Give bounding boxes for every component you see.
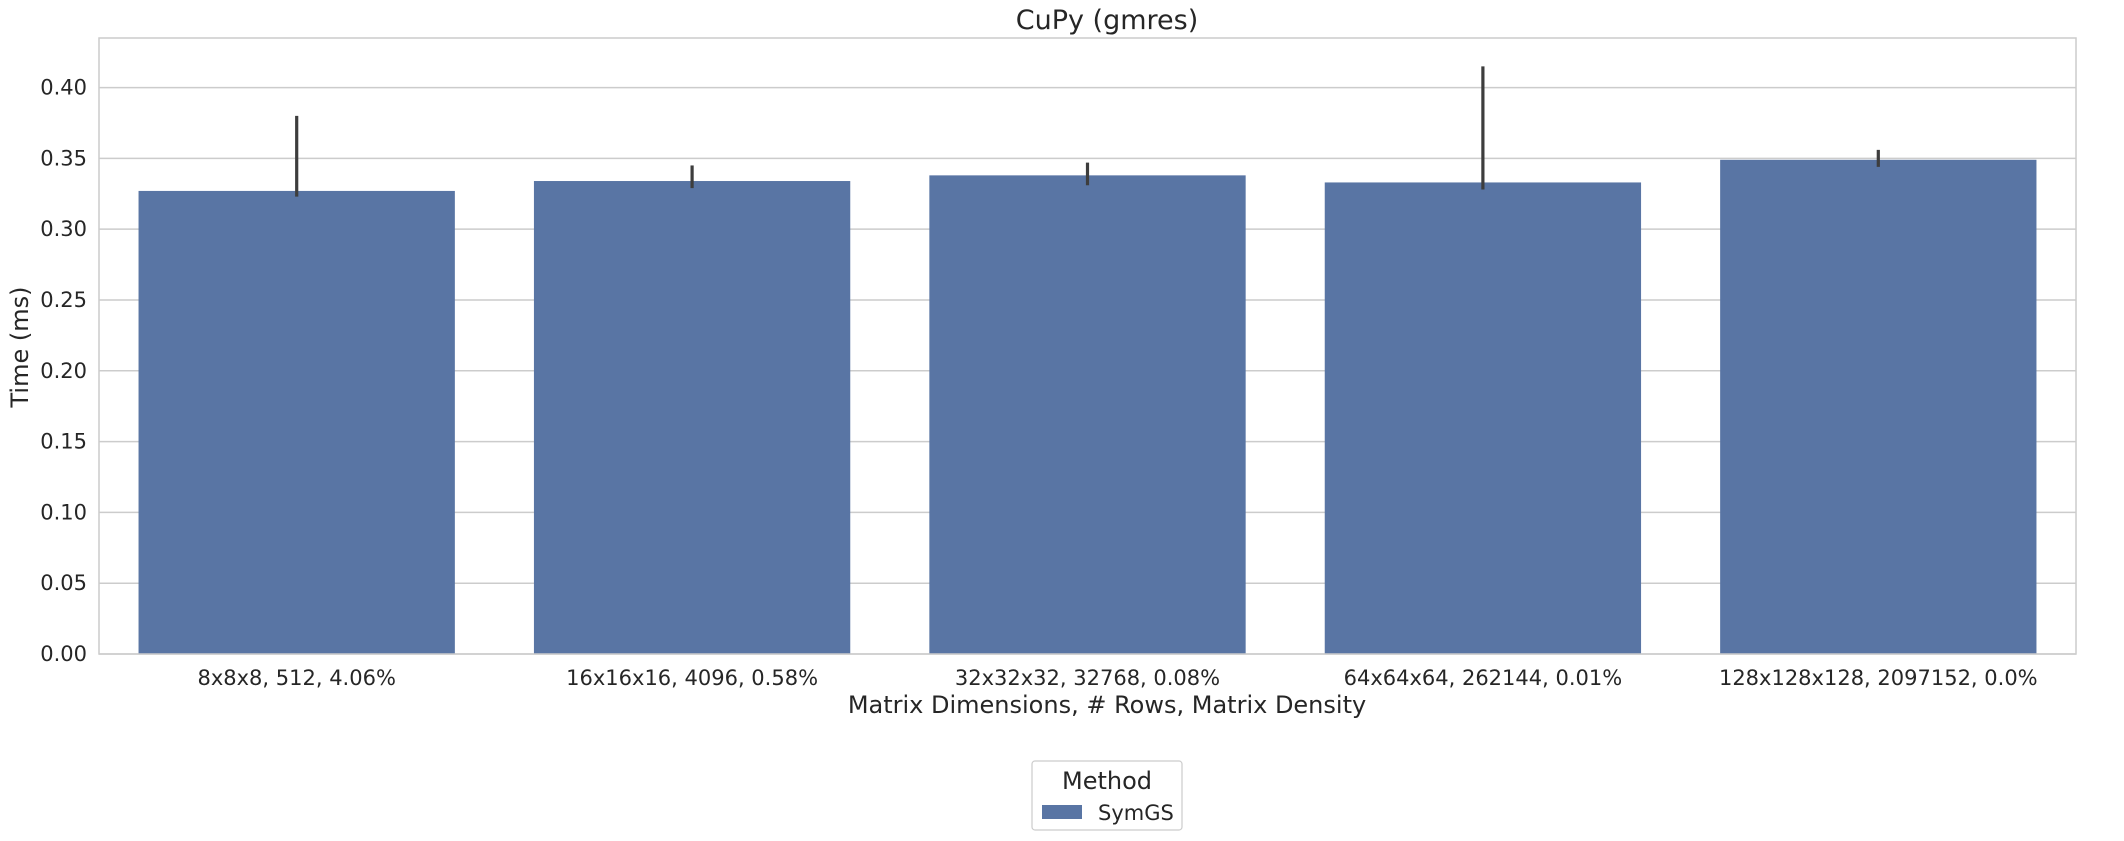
y-tick-label: 0.30 xyxy=(40,217,87,241)
legend-label-symgs: SymGS xyxy=(1098,801,1174,825)
y-tick-label: 0.25 xyxy=(40,288,87,312)
plot-frame xyxy=(98,37,2077,655)
bar xyxy=(533,181,851,655)
x-tick-label: 16x16x16, 4096, 0.58% xyxy=(566,666,818,690)
legend-title: Method xyxy=(1062,767,1152,795)
x-tick-label: 32x32x32, 32768, 0.08% xyxy=(955,666,1220,690)
error-bars xyxy=(295,66,1880,197)
y-tick-label: 0.40 xyxy=(40,76,87,100)
legend-swatch-symgs xyxy=(1042,805,1082,819)
x-tick-label: 128x128x128, 2097152, 0.0% xyxy=(1719,666,2038,690)
y-tick-label: 0.05 xyxy=(40,571,87,595)
bar xyxy=(929,175,1246,655)
y-tick-label: 0.00 xyxy=(40,642,87,666)
x-tick-label: 64x64x64, 262144, 0.01% xyxy=(1344,666,1623,690)
x-tick-labels: 8x8x8, 512, 4.06% 16x16x16, 4096, 0.58% 32… xyxy=(197,666,2037,690)
y-tick-labels: 0.00 0.05 0.10 0.15 0.20 0.25 0.30 0.35 0.40 xyxy=(40,76,87,666)
x-axis-label: Matrix Dimensions, # Rows, Matrix Densit… xyxy=(848,691,1366,719)
bar xyxy=(138,190,455,654)
y-axis-label: Time (ms) xyxy=(6,287,34,409)
y-tick-label: 0.15 xyxy=(40,430,87,454)
chart-title: CuPy (gmres) xyxy=(1016,5,1199,36)
y-tick-label: 0.35 xyxy=(40,146,87,170)
y-tick-label: 0.20 xyxy=(40,359,87,383)
y-tick-label: 0.10 xyxy=(40,500,87,524)
bar xyxy=(1324,182,1642,654)
x-tick-label: 8x8x8, 512, 4.06% xyxy=(197,666,395,690)
bars xyxy=(138,159,2037,655)
legend: Method SymGS xyxy=(1031,760,1183,831)
bar xyxy=(1720,159,2037,654)
